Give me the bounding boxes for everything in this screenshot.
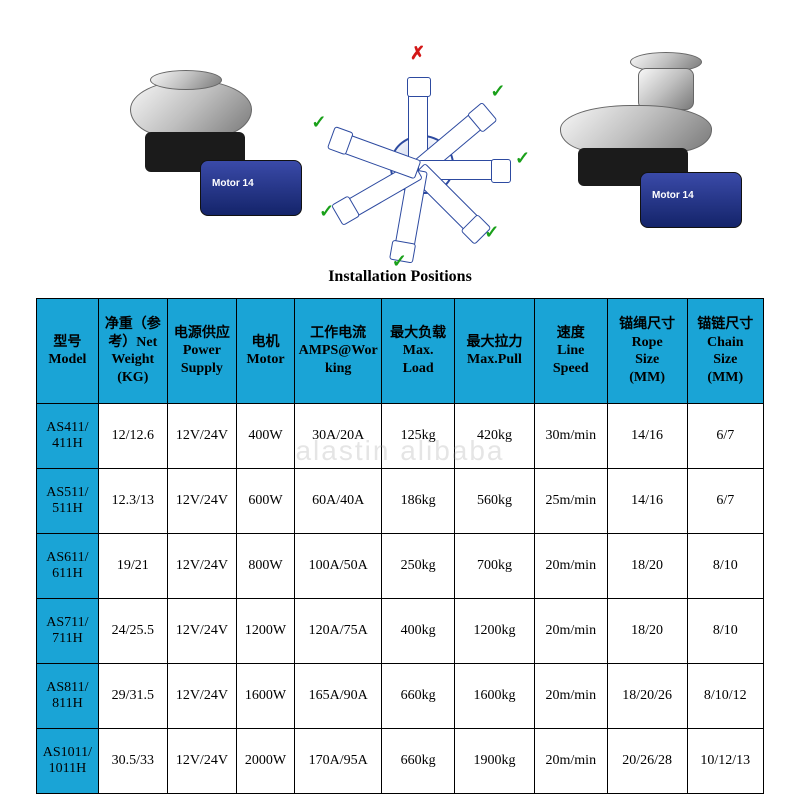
model-cell: AS511/511H: [37, 469, 99, 534]
table-cell: 12V/24V: [167, 534, 236, 599]
table-row: AS511/511H12.3/1312V/24V600W60A/40A186kg…: [37, 469, 764, 534]
table-cell: 1900kg: [454, 729, 534, 794]
table-cell: 125kg: [382, 404, 455, 469]
check-icon: ✓: [319, 201, 334, 222]
figure-row: Motor 14 Motor 14 ✗✓✓✓✓✓✓ Installation P…: [0, 40, 800, 280]
model-cell: AS711/711H: [37, 599, 99, 664]
table-cell: 12/12.6: [98, 404, 167, 469]
table-cell: 14/16: [607, 469, 687, 534]
table-row: AS611/611H19/2112V/24V800W100A/50A250kg7…: [37, 534, 764, 599]
table-cell: 14/16: [607, 404, 687, 469]
table-header-cell: 锚绳尺寸RopeSize(MM): [607, 299, 687, 404]
table-cell: 20/26/28: [607, 729, 687, 794]
table-cell: 12V/24V: [167, 729, 236, 794]
table-cell: 18/20: [607, 534, 687, 599]
table-cell: 18/20: [607, 599, 687, 664]
table-cell: 186kg: [382, 469, 455, 534]
table-cell: 30.5/33: [98, 729, 167, 794]
model-cell: AS411/411H: [37, 404, 99, 469]
table-cell: 29/31.5: [98, 664, 167, 729]
installation-diagram: ✗✓✓✓✓✓✓: [320, 65, 520, 255]
table-cell: 12V/24V: [167, 469, 236, 534]
table-cell: 600W: [236, 469, 294, 534]
cross-icon: ✗: [410, 43, 425, 64]
check-icon: ✓: [311, 112, 326, 133]
table-cell: 10/12/13: [687, 729, 763, 794]
table-header-cell: 最大拉力Max.Pull: [454, 299, 534, 404]
table-cell: 30A/20A: [295, 404, 382, 469]
table-cell: 12.3/13: [98, 469, 167, 534]
table-cell: 400kg: [382, 599, 455, 664]
table-cell: 660kg: [382, 729, 455, 794]
model-cell: AS1011/1011H: [37, 729, 99, 794]
table-cell: 20m/min: [534, 729, 607, 794]
table-header-cell: 型号Model: [37, 299, 99, 404]
spec-table: 型号Model净重（参考）NetWeight(KG)电源供应PowerSuppl…: [36, 298, 764, 794]
table-cell: 12V/24V: [167, 664, 236, 729]
table-cell: 6/7: [687, 469, 763, 534]
table-row: AS711/711H24/25.512V/24V1200W120A/75A400…: [37, 599, 764, 664]
motor-label-left: Motor 14: [212, 178, 254, 189]
table-row: AS811/811H29/31.512V/24V1600W165A/90A660…: [37, 664, 764, 729]
table-header-cell: 锚链尺寸ChainSize(MM): [687, 299, 763, 404]
table-cell: 20m/min: [534, 599, 607, 664]
table-cell: 250kg: [382, 534, 455, 599]
table-cell: 60A/40A: [295, 469, 382, 534]
check-icon: ✓: [484, 222, 499, 243]
table-cell: 1200kg: [454, 599, 534, 664]
table-cell: 24/25.5: [98, 599, 167, 664]
table-cell: 560kg: [454, 469, 534, 534]
table-cell: 1200W: [236, 599, 294, 664]
table-cell: 400W: [236, 404, 294, 469]
table-cell: 1600W: [236, 664, 294, 729]
figure-caption: Installation Positions: [0, 268, 800, 286]
winch-photo-right: Motor 14: [530, 60, 740, 230]
table-cell: 1600kg: [454, 664, 534, 729]
table-cell: 25m/min: [534, 469, 607, 534]
spec-table-wrap: 型号Model净重（参考）NetWeight(KG)电源供应PowerSuppl…: [36, 298, 764, 794]
table-cell: 420kg: [454, 404, 534, 469]
table-header-cell: 最大负载Max.Load: [382, 299, 455, 404]
table-cell: 12V/24V: [167, 404, 236, 469]
motor-label-right: Motor 14: [652, 190, 694, 201]
table-body: AS411/411H12/12.612V/24V400W30A/20A125kg…: [37, 404, 764, 794]
table-cell: 12V/24V: [167, 599, 236, 664]
table-header-cell: 电源供应PowerSupply: [167, 299, 236, 404]
table-cell: 170A/95A: [295, 729, 382, 794]
table-cell: 8/10/12: [687, 664, 763, 729]
check-icon: ✓: [515, 148, 530, 169]
page: Motor 14 Motor 14 ✗✓✓✓✓✓✓ Installation P…: [0, 0, 800, 800]
table-cell: 20m/min: [534, 664, 607, 729]
table-cell: 660kg: [382, 664, 455, 729]
table-header-cell: 工作电流AMPS@Working: [295, 299, 382, 404]
table-header-cell: 电机Motor: [236, 299, 294, 404]
table-header-cell: 速度LineSpeed: [534, 299, 607, 404]
table-cell: 165A/90A: [295, 664, 382, 729]
table-cell: 8/10: [687, 534, 763, 599]
table-cell: 19/21: [98, 534, 167, 599]
model-cell: AS611/611H: [37, 534, 99, 599]
table-header-cell: 净重（参考）NetWeight(KG): [98, 299, 167, 404]
table-row: AS411/411H12/12.612V/24V400W30A/20A125kg…: [37, 404, 764, 469]
check-icon: ✓: [490, 81, 505, 102]
table-cell: 100A/50A: [295, 534, 382, 599]
table-row: AS1011/1011H30.5/3312V/24V2000W170A/95A6…: [37, 729, 764, 794]
table-cell: 120A/75A: [295, 599, 382, 664]
table-cell: 8/10: [687, 599, 763, 664]
table-cell: 800W: [236, 534, 294, 599]
table-cell: 6/7: [687, 404, 763, 469]
table-cell: 700kg: [454, 534, 534, 599]
table-cell: 18/20/26: [607, 664, 687, 729]
table-header-row: 型号Model净重（参考）NetWeight(KG)电源供应PowerSuppl…: [37, 299, 764, 404]
table-cell: 30m/min: [534, 404, 607, 469]
model-cell: AS811/811H: [37, 664, 99, 729]
table-cell: 20m/min: [534, 534, 607, 599]
winch-photo-left: Motor 14: [90, 80, 300, 230]
table-cell: 2000W: [236, 729, 294, 794]
